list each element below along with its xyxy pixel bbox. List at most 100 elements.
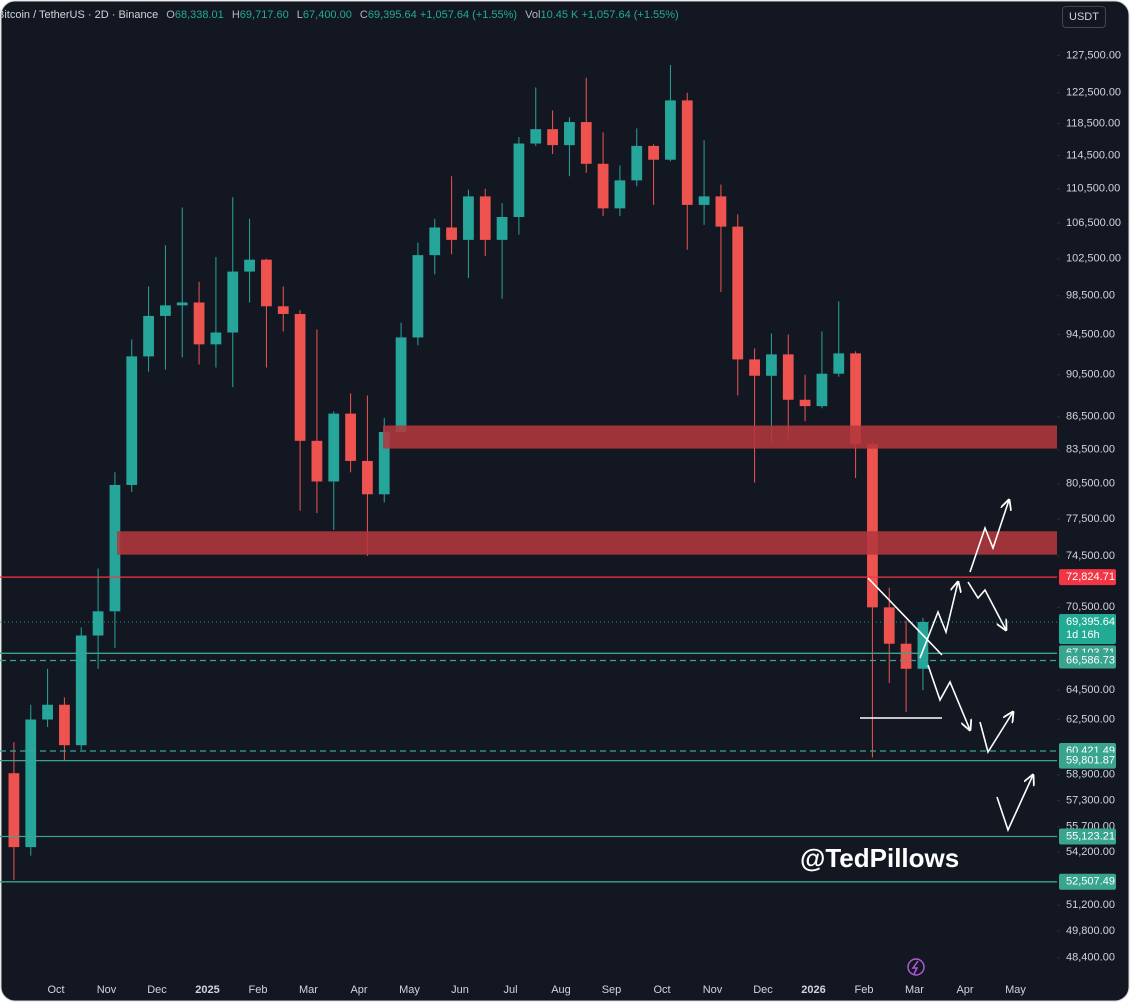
ohlc-key: C bbox=[359, 9, 368, 21]
candle-body bbox=[782, 354, 794, 400]
candle-body bbox=[328, 413, 340, 482]
y-tick-label: 110,500.00 bbox=[1066, 183, 1120, 195]
x-tick-label: Aug bbox=[551, 984, 571, 996]
candle-body bbox=[496, 217, 508, 240]
y-tick-label: 64,500.00 bbox=[1066, 684, 1115, 696]
y-tick-label: 77,500.00 bbox=[1066, 513, 1115, 525]
y-tick-label: 122,500.00 bbox=[1066, 87, 1121, 99]
candle-body bbox=[345, 413, 356, 461]
countdown: 1d 16h bbox=[1066, 629, 1100, 641]
candle-body bbox=[429, 227, 441, 256]
lightning-icon[interactable] bbox=[907, 958, 925, 976]
y-tick-label: 83,500.00 bbox=[1066, 444, 1115, 456]
candle-body bbox=[530, 129, 542, 144]
y-tick-label: 98,500.00 bbox=[1066, 290, 1115, 302]
candle-body bbox=[917, 622, 929, 669]
price-change: +1,057.64 (+1.55%) bbox=[419, 9, 518, 21]
candle-body bbox=[816, 373, 828, 407]
candle-body bbox=[883, 607, 895, 644]
candle-body bbox=[277, 306, 289, 314]
ohlc-value: 67,400.00 bbox=[302, 9, 352, 21]
candle-body bbox=[799, 399, 811, 407]
candle-body bbox=[463, 196, 474, 240]
candle-body bbox=[580, 122, 592, 164]
projection-arrow bbox=[967, 581, 1006, 630]
candle-body bbox=[665, 100, 676, 160]
y-tick-label: 118,500.00 bbox=[1066, 118, 1120, 130]
y-tick-label: 70,500.00 bbox=[1066, 601, 1115, 613]
candle-body bbox=[597, 163, 609, 209]
y-tick-label: 114,500.00 bbox=[1066, 150, 1120, 162]
currency-button[interactable]: USDT bbox=[1062, 6, 1106, 28]
y-tick-label: 102,500.00 bbox=[1066, 253, 1121, 265]
y-tick-label: 106,500.00 bbox=[1066, 217, 1121, 229]
projection-arrow bbox=[979, 712, 1013, 754]
candle-body bbox=[867, 444, 878, 608]
x-tick-label: Mar bbox=[905, 984, 924, 996]
ohlc-value: 69,395.64 bbox=[367, 9, 417, 21]
candle-body bbox=[766, 354, 777, 376]
level-label-box bbox=[1059, 652, 1116, 669]
y-tick-label: 80,500.00 bbox=[1066, 478, 1115, 490]
candle-body bbox=[900, 643, 912, 669]
candle-body bbox=[109, 484, 121, 612]
y-tick-label: 58,900.00 bbox=[1066, 769, 1115, 781]
level-label-box bbox=[1059, 828, 1116, 845]
y-tick-label: 54,200.00 bbox=[1066, 846, 1115, 858]
x-tick-label: Feb bbox=[855, 984, 874, 996]
x-tick-label: Apr bbox=[956, 984, 973, 996]
candle-body bbox=[648, 145, 659, 160]
volume-change: +1,057.64 (+1.55%) bbox=[581, 9, 679, 21]
candle-body bbox=[227, 271, 239, 333]
candle-body bbox=[92, 611, 104, 636]
candle-body bbox=[160, 305, 171, 316]
candle-body bbox=[698, 196, 710, 205]
y-tick-label: 90,500.00 bbox=[1066, 369, 1115, 381]
last-price-label-box bbox=[1059, 614, 1116, 645]
x-tick-label: May bbox=[399, 984, 420, 996]
ohlc-value: 68,338.01 bbox=[174, 9, 224, 21]
symbol[interactable]: Bitcoin / TetherUS · 2D · Binance bbox=[0, 9, 159, 21]
ohlc-key: O bbox=[166, 9, 175, 21]
candle-body bbox=[362, 460, 373, 495]
symbol-bar: Bitcoin / TetherUS · 2D · Binance O68,33… bbox=[0, 9, 679, 21]
candle-body bbox=[244, 259, 255, 272]
ohlc-value: 69,717.60 bbox=[239, 9, 289, 21]
candle-body bbox=[547, 129, 558, 146]
level-label-box bbox=[1059, 752, 1116, 769]
candle-body bbox=[378, 432, 390, 495]
x-tick-label: Dec bbox=[753, 984, 773, 996]
candle-body bbox=[631, 145, 643, 181]
drawings bbox=[860, 500, 1033, 833]
plot-area bbox=[0, 65, 1057, 883]
candle-body bbox=[513, 143, 525, 218]
y-tick-label: 57,300.00 bbox=[1066, 794, 1115, 806]
projection-arrow bbox=[919, 582, 958, 659]
level-label: 55,123.21 bbox=[1066, 830, 1115, 842]
x-tick-label: Nov bbox=[703, 984, 723, 996]
icon-bolt bbox=[911, 960, 919, 975]
projection-arrow bbox=[996, 775, 1033, 833]
level-label-box bbox=[1059, 873, 1116, 890]
x-tick-label: Apr bbox=[350, 984, 367, 996]
candle-body bbox=[143, 315, 154, 357]
candle-body bbox=[850, 353, 861, 445]
volume-key: Vol bbox=[525, 9, 541, 21]
x-tick-label: Jun bbox=[451, 984, 469, 996]
projection-arrow bbox=[927, 664, 970, 730]
ohlc-key: H bbox=[231, 9, 240, 21]
candle-body bbox=[479, 196, 491, 240]
candle-body bbox=[311, 440, 323, 482]
y-tick-label: 94,500.00 bbox=[1066, 328, 1115, 340]
watermark: @TedPillows bbox=[800, 843, 960, 873]
x-tick-label: Nov bbox=[97, 984, 117, 996]
icon-circle bbox=[907, 958, 925, 976]
candle-body bbox=[176, 302, 188, 306]
level-label-box bbox=[1059, 569, 1116, 586]
candle-body bbox=[126, 356, 138, 485]
candle-body bbox=[395, 337, 407, 433]
x-tick-label: Mar bbox=[299, 984, 318, 996]
last-price-label: 69,395.64 bbox=[1066, 616, 1115, 628]
